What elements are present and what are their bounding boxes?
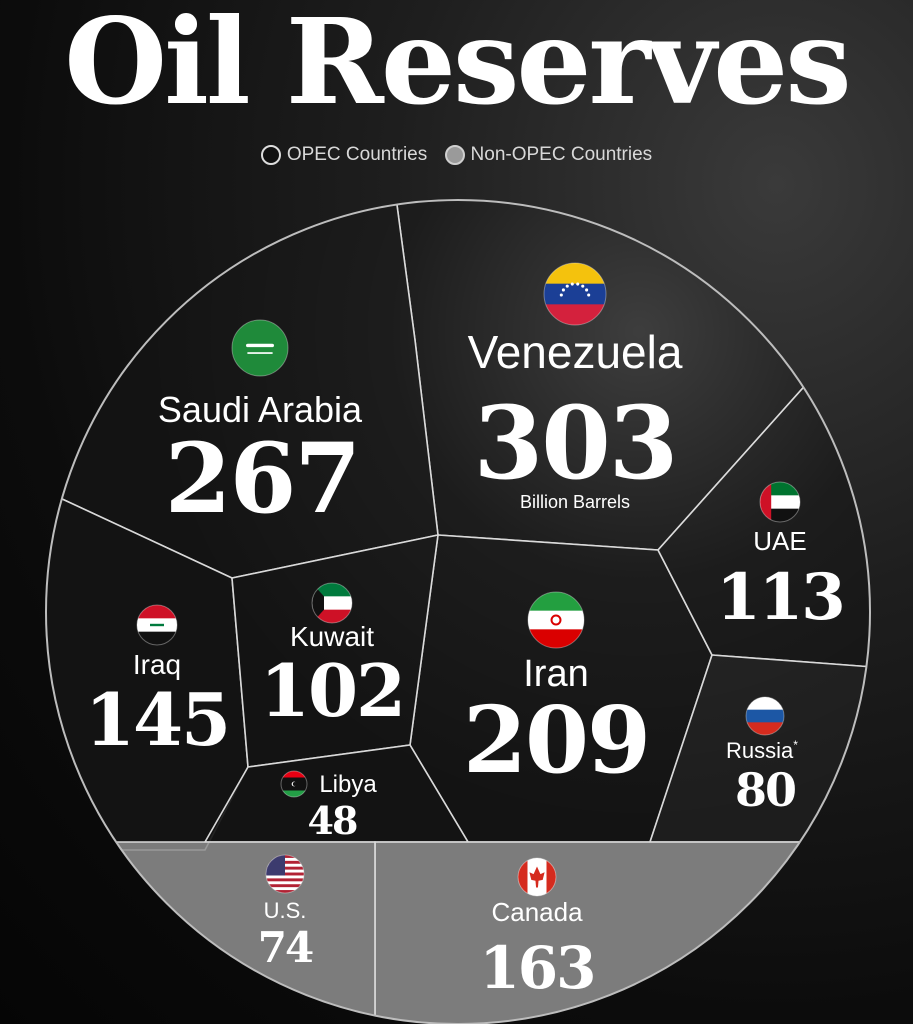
value-label-kuwait: 102: [260, 648, 404, 733]
country-name-russia: Russia*: [726, 738, 798, 763]
value-label-uae: 113: [716, 560, 844, 635]
country-name-kuwait: Kuwait: [290, 621, 374, 652]
libya-flag-icon: [280, 770, 308, 798]
country-name-iran: Iran: [523, 653, 588, 695]
legend-item-non-opec: Non-OPEC Countries: [444, 144, 653, 166]
country-name-iraq: Iraq: [133, 649, 181, 680]
venezuela-flag-icon: [543, 262, 607, 326]
value-label-iraq: 145: [85, 677, 229, 762]
country-name-saudi-arabia: Saudi Arabia: [158, 389, 363, 430]
voronoi-cell-canada: [374, 841, 870, 1024]
value-label-u-s: 74: [258, 923, 313, 972]
footnote-marker: *: [793, 738, 798, 752]
voronoi-cell-u-s: [46, 841, 376, 1024]
label-group-u-s: U.S.74: [258, 854, 315, 972]
sphere-outline: [45, 199, 871, 1024]
uae-flag-icon: [759, 481, 801, 523]
kuwait-flag-icon: [311, 582, 353, 624]
value-label-russia: 80: [735, 763, 795, 817]
value-label-canada: 163: [479, 934, 594, 1002]
legend: OPEC Countries Non-OPEC Countries: [0, 144, 913, 166]
russia-flag-icon: [745, 696, 785, 736]
country-name-libya: Libya: [319, 771, 377, 798]
opec-legend-swatch: [260, 144, 281, 165]
country-name-u-s: U.S.: [264, 898, 307, 923]
label-group-russia: Russia*80: [726, 696, 798, 817]
chart-title: Oil Reserves: [64, 0, 851, 131]
iraq-flag-icon: [136, 604, 178, 646]
us-flag-icon: [265, 854, 305, 894]
country-name-uae: UAE: [753, 526, 806, 556]
unit-label: Billion Barrels: [520, 492, 630, 512]
label-group-uae: UAE 113: [716, 481, 846, 635]
canada-flag-icon: [517, 857, 557, 897]
label-group-canada: Canada 163: [479, 857, 597, 1002]
iran-flag-icon: [527, 591, 585, 649]
value-label-libya: 48: [308, 798, 357, 843]
value-label-iran: 209: [463, 686, 649, 794]
value-label-venezuela: 303: [474, 384, 677, 502]
legend-label-non-opec: Non-OPEC Countries: [470, 144, 653, 165]
value-label-saudi-arabia: 267: [165, 422, 359, 535]
legend-label-opec: OPEC Countries: [286, 144, 428, 165]
legend-item-opec: OPEC Countries: [260, 144, 428, 166]
country-name-canada: Canada: [491, 897, 583, 927]
country-name-venezuela: Venezuela: [468, 326, 683, 378]
non-opec-legend-swatch: [444, 144, 465, 165]
saudi-arabia-flag-icon: [231, 319, 289, 377]
